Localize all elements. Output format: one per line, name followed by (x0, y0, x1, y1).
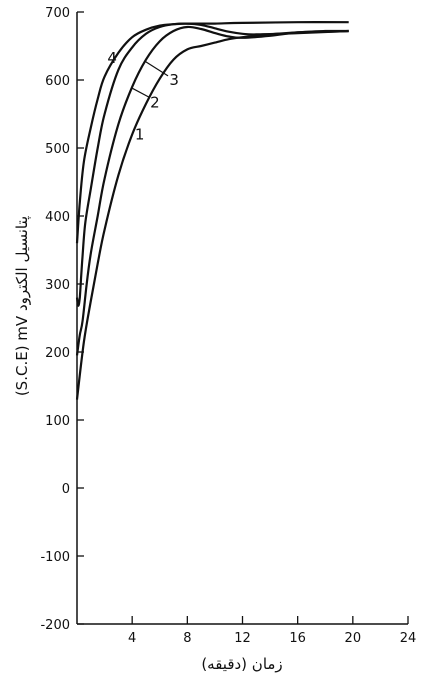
y-axis-title: (S.C.E) mV پتانسیل الکترود (13, 216, 32, 396)
y-tick-label: 700 (45, 6, 70, 21)
series-label-3: 3 (169, 71, 179, 89)
series-line-2 (75, 25, 349, 356)
y-tick-label: 400 (45, 210, 70, 225)
series-label-4: 4 (107, 49, 117, 67)
data-series (75, 21, 349, 400)
series-label-1: 1 (135, 125, 145, 143)
series-line-4 (75, 21, 349, 244)
chart-axes (76, 12, 408, 625)
x-axis-title: زمان (دقیقه) (201, 655, 282, 673)
y-tick-label: 0 (62, 482, 70, 497)
x-tick-label: 4 (128, 631, 136, 646)
x-tick-label: 20 (345, 631, 362, 646)
y-tick-label: 600 (45, 74, 70, 89)
x-tick-label: 8 (183, 631, 191, 646)
series-labels: 123 4 (107, 49, 179, 143)
series-line-1 (75, 29, 349, 400)
series-leader-3 (144, 60, 169, 77)
y-tick-label: 100 (45, 414, 70, 429)
y-tick-label: 500 (45, 142, 70, 157)
y-tick-label: -100 (40, 550, 70, 565)
y-tick-label: 200 (45, 346, 70, 361)
x-tick-label: 12 (234, 631, 251, 646)
y-tick-label: 300 (45, 278, 70, 293)
x-tick-label: 16 (289, 631, 306, 646)
series-line-3 (75, 22, 349, 307)
x-tick-label: 24 (400, 631, 417, 646)
series-leader-2 (131, 87, 149, 98)
y-tick-label: -200 (40, 618, 70, 633)
series-label-2: 2 (150, 93, 160, 111)
